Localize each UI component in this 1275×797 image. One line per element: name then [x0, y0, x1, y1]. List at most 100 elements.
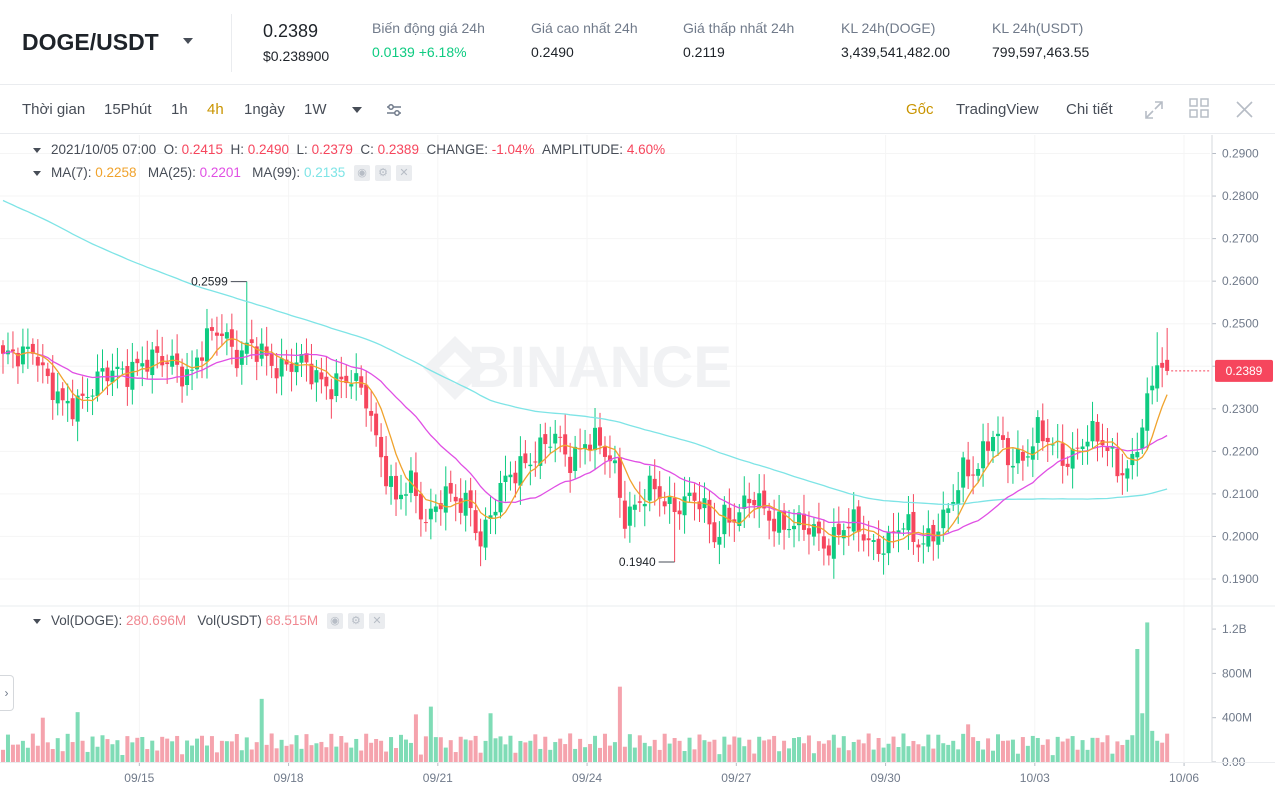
chevron-down-icon[interactable]: [33, 618, 41, 624]
chevron-down-icon[interactable]: [183, 38, 193, 44]
volume-bar: [801, 743, 806, 762]
expand-panel-tab[interactable]: ›: [0, 675, 14, 711]
grid-icon[interactable]: [1189, 98, 1209, 118]
candle: [652, 459, 657, 506]
candle-body: [777, 511, 782, 533]
settings-sliders-icon[interactable]: [385, 101, 403, 119]
candle: [533, 441, 538, 477]
interval-4h[interactable]: 4h: [207, 101, 224, 118]
candle: [1165, 327, 1170, 376]
volume-bar: [757, 736, 762, 762]
candle-body: [548, 446, 553, 448]
candle-body: [279, 358, 284, 377]
volume-bar: [1040, 744, 1045, 762]
eye-icon[interactable]: ◉: [326, 613, 343, 630]
candle-body: [946, 508, 951, 513]
chevron-down-icon[interactable]: [352, 107, 362, 113]
candle-body: [627, 506, 632, 526]
volume-bar: [443, 747, 448, 762]
view-depth[interactable]: Chi tiết: [1066, 101, 1113, 118]
y-tick-label: 0.2100: [1222, 487, 1259, 501]
close-icon[interactable]: ✕: [396, 165, 413, 182]
candle-body: [896, 530, 901, 534]
volume-bar: [1030, 735, 1035, 762]
candle-body: [931, 524, 936, 542]
volume-bar: [792, 738, 797, 762]
candle-body: [797, 512, 801, 526]
candle-body: [448, 482, 453, 494]
candle-body: [175, 353, 180, 365]
volume-bar: [1125, 739, 1130, 762]
candle: [821, 519, 826, 566]
candle-body: [876, 538, 881, 555]
candle-body: [831, 527, 836, 559]
chart-area[interactable]: BINANCE 0.2900 0.2800 0.2700 0.2600 0.2500 0.…: [0, 135, 1275, 792]
interval-1d[interactable]: 1ngày: [244, 101, 285, 118]
volume-bar: [10, 744, 15, 762]
volume-bar: [598, 747, 602, 762]
candle: [239, 341, 244, 385]
volume-bar: [5, 734, 10, 762]
candlestick-chart[interactable]: BINANCE 0.2900 0.2800 0.2700 0.2600 0.2500 0.…: [0, 135, 1275, 792]
candle-body: [1, 345, 5, 354]
candle-body: [991, 436, 996, 452]
chevron-down-icon[interactable]: [33, 170, 41, 176]
candle: [563, 414, 568, 467]
volume-bar: [1075, 749, 1080, 762]
volume-bar: [15, 744, 20, 762]
candle: [632, 494, 637, 528]
gear-icon[interactable]: ⚙: [347, 613, 364, 630]
volume-bar: [150, 740, 155, 762]
legend-vol-doge-label: Vol(DOGE):: [51, 613, 123, 628]
candle-body: [961, 457, 966, 488]
candle-body: [274, 368, 279, 379]
pair-selector[interactable]: DOGE/USDT: [22, 29, 159, 55]
candle: [966, 441, 971, 489]
interval-1w[interactable]: 1W: [304, 101, 327, 118]
candle-body: [687, 492, 692, 496]
candle-body: [229, 329, 234, 347]
close-icon[interactable]: [1236, 101, 1253, 118]
chevron-down-icon[interactable]: [33, 147, 41, 153]
volume-bar: [433, 737, 438, 762]
grid-layer: [0, 135, 1210, 762]
volume-bar: [1055, 736, 1060, 762]
volume-bar: [677, 740, 682, 762]
candle: [1, 340, 5, 374]
volume-bar: [344, 742, 349, 762]
volume-bar: [209, 736, 214, 762]
interval-15m[interactable]: 15Phút: [104, 101, 152, 118]
binance-watermark: BINANCE: [468, 335, 732, 400]
candle-body: [304, 353, 309, 363]
interval-1h[interactable]: 1h: [171, 101, 188, 118]
candle-body: [787, 528, 792, 531]
candle: [289, 348, 294, 392]
volume-bar: [1045, 739, 1050, 762]
candle-body: [1080, 446, 1085, 450]
interval-time[interactable]: Thời gian: [22, 101, 86, 118]
view-tradingview[interactable]: TradingView: [956, 101, 1039, 118]
expand-icon[interactable]: [1144, 100, 1164, 120]
candle: [219, 314, 224, 347]
volume-bar: [1060, 741, 1065, 762]
candle: [224, 323, 229, 356]
gear-icon[interactable]: ⚙: [375, 165, 392, 182]
candle-body: [677, 510, 682, 515]
volume-bar: [866, 733, 871, 762]
eye-icon[interactable]: ◉: [354, 165, 371, 182]
candle: [438, 490, 443, 526]
stat-label: Biến động giá 24h: [372, 20, 485, 36]
candle: [1045, 419, 1050, 462]
volume-bar: [558, 738, 563, 762]
candle: [762, 474, 767, 516]
candle: [45, 362, 50, 384]
view-original[interactable]: Gốc: [906, 101, 934, 118]
volume-bar: [642, 742, 647, 762]
candle-body: [727, 507, 732, 523]
candle: [1135, 432, 1140, 477]
legend-vol-usdt: 68.515M: [265, 613, 319, 628]
binance-logo-icon: [423, 336, 487, 400]
close-icon[interactable]: ✕: [368, 613, 385, 630]
volume-bar: [1065, 738, 1070, 762]
candle-body: [15, 352, 20, 367]
